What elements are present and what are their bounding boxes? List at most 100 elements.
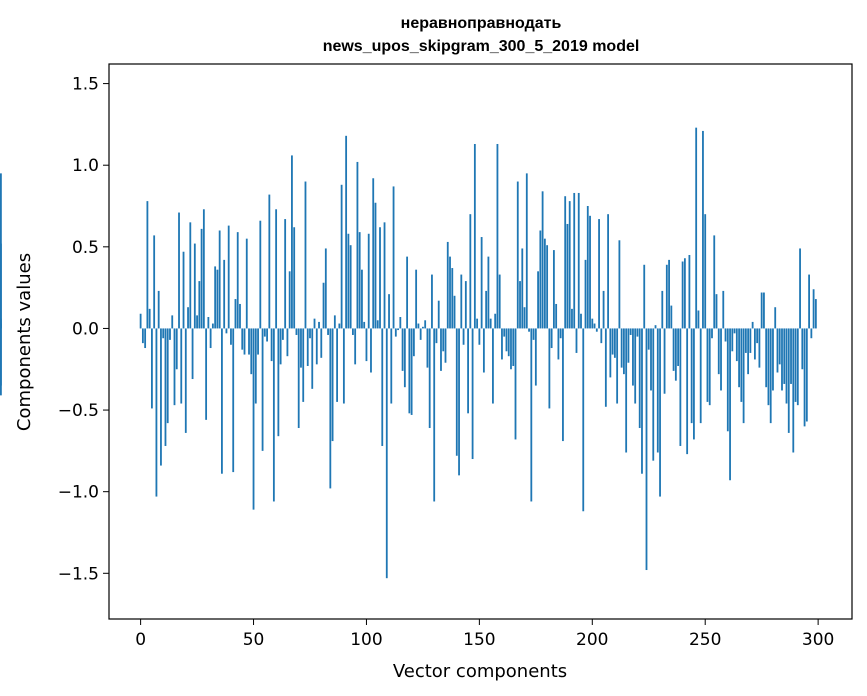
bar: [548, 328, 551, 409]
bar: [708, 328, 711, 406]
bar: [0, 173, 2, 329]
bar: [300, 328, 302, 368]
bar: [245, 238, 248, 329]
bar: [568, 201, 571, 329]
bar: [566, 223, 569, 329]
bar: [756, 328, 759, 344]
bar: [740, 328, 743, 402]
bar: [243, 328, 246, 355]
bar: [790, 328, 792, 384]
chart-title-line2: news_upos_skipgram_300_5_2019 model: [323, 38, 640, 55]
bar: [207, 317, 210, 329]
bar: [358, 232, 361, 329]
bar: [688, 254, 691, 329]
bar: [381, 328, 384, 446]
bar: [634, 328, 637, 404]
bar: [799, 248, 801, 329]
bar: [510, 328, 512, 370]
bar: [415, 269, 418, 329]
bar: [433, 328, 436, 502]
bar: [173, 328, 176, 406]
bar: [611, 328, 614, 355]
bar: [616, 328, 619, 404]
bar: [232, 328, 235, 473]
bar: [397, 328, 399, 331]
bar: [557, 328, 560, 360]
bar: [577, 192, 580, 329]
bar: [677, 328, 680, 366]
bar: [383, 222, 386, 329]
bar: [753, 328, 756, 360]
bar: [613, 328, 616, 358]
bar: [489, 318, 492, 329]
bar: [738, 328, 740, 388]
bar: [153, 235, 156, 329]
bar: [501, 328, 503, 360]
bar: [726, 328, 729, 432]
bar: [322, 282, 325, 329]
bar: [591, 318, 594, 329]
bar: [458, 328, 460, 476]
bar: [573, 192, 576, 329]
bar: [593, 323, 596, 329]
bar: [636, 328, 639, 337]
bar: [281, 328, 284, 340]
bar: [286, 328, 289, 357]
bar: [392, 186, 395, 329]
bar: [812, 289, 815, 329]
bar: [781, 328, 783, 391]
bar: [449, 256, 451, 329]
bar: [293, 227, 296, 329]
bar: [476, 318, 479, 329]
bar: [266, 328, 268, 342]
bar: [607, 214, 609, 329]
bar: [291, 155, 293, 329]
x-tick-label: 0: [135, 630, 146, 650]
bar: [178, 212, 180, 329]
bar: [595, 328, 598, 332]
bar: [467, 328, 469, 414]
bar: [659, 328, 661, 497]
bar: [733, 328, 736, 334]
bar: [670, 305, 673, 329]
bar: [729, 328, 731, 481]
bar: [686, 328, 689, 455]
y-tick-label: 0.0: [72, 319, 99, 339]
bar: [672, 328, 675, 371]
bar: [151, 328, 153, 409]
bar: [507, 328, 510, 357]
bar: [342, 328, 345, 404]
bar: [503, 328, 506, 337]
bar: [512, 328, 515, 366]
y-tick-label: −0.5: [58, 401, 99, 421]
bar: [221, 328, 223, 474]
bar: [715, 294, 718, 329]
bar: [406, 256, 409, 329]
bar: [555, 303, 558, 329]
bar: [236, 232, 239, 329]
bar: [385, 328, 388, 579]
bar: [647, 328, 650, 350]
bar: [778, 328, 781, 365]
bar: [455, 328, 458, 456]
bar: [760, 292, 763, 329]
bar: [690, 328, 693, 424]
chart-title-line1: неравноправнодать: [401, 15, 562, 32]
bar: [401, 328, 404, 371]
bar: [794, 328, 797, 402]
bar: [521, 248, 524, 329]
bar: [198, 281, 201, 329]
bar: [225, 328, 228, 334]
bar: [435, 328, 438, 344]
bar: [742, 328, 745, 424]
bar: [516, 181, 519, 329]
bar: [180, 328, 183, 404]
bar: [767, 328, 770, 406]
y-axis-label: Components values: [14, 253, 35, 431]
bar: [412, 328, 415, 357]
bar: [216, 269, 219, 329]
bar: [656, 328, 659, 453]
bar: [275, 209, 278, 329]
bar: [704, 214, 707, 329]
bar: [428, 328, 431, 429]
